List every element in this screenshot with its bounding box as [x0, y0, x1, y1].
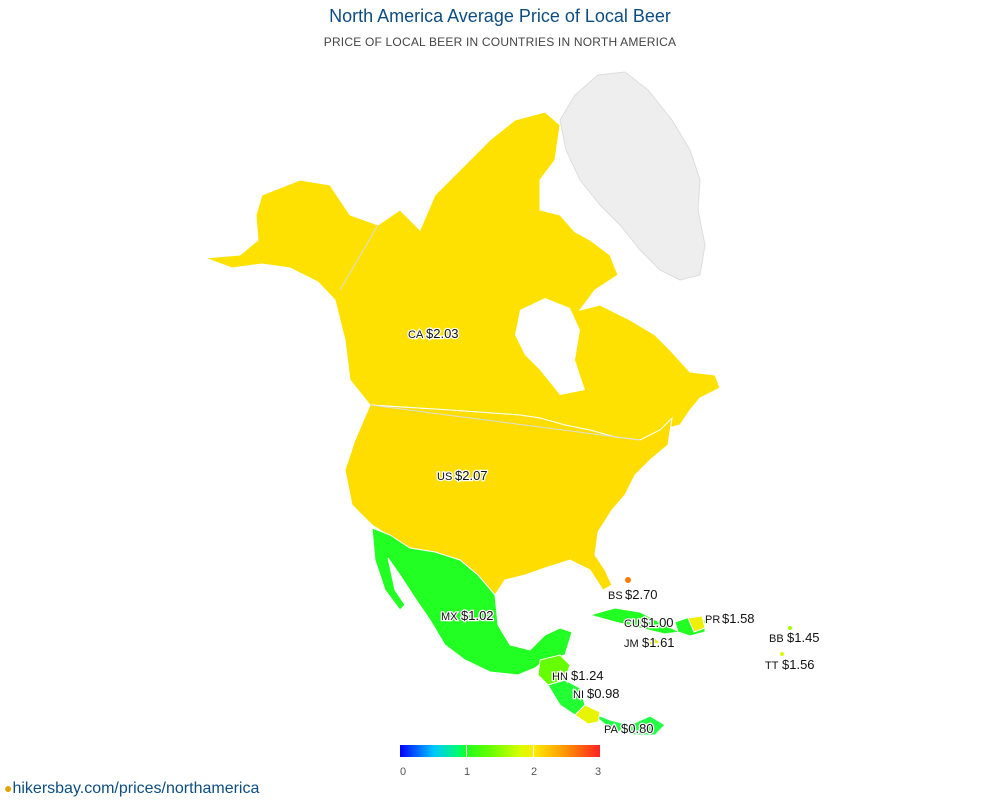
region-CA[interactable] [204, 111, 721, 441]
label-BB: BB $1.45 [768, 629, 821, 647]
region-BS[interactable] [625, 577, 631, 583]
svg-text:NI: NI [573, 689, 584, 701]
color-scale-legend [400, 745, 600, 757]
svg-text:$2.07: $2.07 [455, 468, 488, 483]
svg-text:$0.80: $0.80 [621, 721, 654, 736]
legend-tick: 1 [463, 766, 471, 778]
label-NI: NI $0.98 [572, 685, 621, 703]
label-HN: HN $1.24 [551, 667, 605, 685]
label-CA: CA $2.03 [407, 325, 460, 343]
chart-title: North America Average Price of Local Bee… [329, 6, 671, 26]
region-BB[interactable] [788, 626, 792, 630]
svg-text:MX: MX [441, 611, 458, 623]
label-MX: MX $1.02 [440, 607, 495, 625]
svg-text:CU: CU [624, 618, 640, 630]
chart-subtitle: PRICE OF LOCAL BEER IN COUNTRIES IN NORT… [323, 35, 677, 49]
legend-tick: 2 [530, 766, 538, 778]
svg-text:$1.02: $1.02 [461, 608, 494, 623]
label-PA: PA $0.80 [603, 720, 655, 738]
region-JM[interactable] [640, 637, 662, 646]
svg-text:CA: CA [408, 329, 424, 341]
label-PR: PR $1.58 [704, 610, 756, 628]
label-JM: JM $1.61 [623, 634, 676, 652]
svg-text:TT: TT [765, 660, 779, 672]
border-ca-us [369, 404, 641, 441]
label-BS: BS $2.70 [607, 586, 659, 604]
svg-text:BS: BS [608, 590, 623, 602]
svg-text:PR: PR [705, 614, 720, 626]
svg-text:$1.00: $1.00 [641, 615, 674, 630]
label-US: US $2.07 [436, 467, 489, 485]
label-TT: TT $1.56 [764, 656, 816, 674]
svg-text:BB: BB [769, 633, 784, 645]
hudson-bay [515, 298, 585, 395]
svg-text:$1.56: $1.56 [782, 657, 815, 672]
svg-text:$1.45: $1.45 [787, 630, 820, 645]
region-greenland [559, 71, 706, 281]
legend-divider [533, 745, 534, 757]
svg-text:$1.58: $1.58 [722, 611, 755, 626]
location-pin-icon: ● [4, 780, 13, 796]
source-link-text: hikersbay.com/prices/northamerica [12, 780, 260, 797]
svg-text:HN: HN [552, 671, 568, 683]
svg-text:$2.03: $2.03 [426, 326, 459, 341]
svg-text:$1.61: $1.61 [642, 635, 675, 650]
svg-text:$0.98: $0.98 [587, 686, 620, 701]
svg-text:$2.70: $2.70 [625, 587, 658, 602]
svg-text:JM: JM [624, 638, 639, 650]
region-TT[interactable] [780, 652, 784, 656]
svg-text:$1.24: $1.24 [571, 668, 604, 683]
svg-text:US: US [437, 471, 452, 483]
border-ca-alaska [339, 224, 379, 291]
region-cr [574, 704, 601, 725]
source-link[interactable]: ●hikersbay.com/prices/northamerica [4, 780, 259, 798]
legend-divider [466, 745, 467, 757]
region-PA[interactable] [589, 711, 666, 736]
legend-tick: 3 [594, 766, 602, 778]
region-PR[interactable] [687, 615, 706, 633]
label-CU: CU $1.00 [623, 614, 675, 632]
svg-text:PA: PA [604, 724, 619, 736]
legend-tick: 0 [399, 766, 407, 778]
